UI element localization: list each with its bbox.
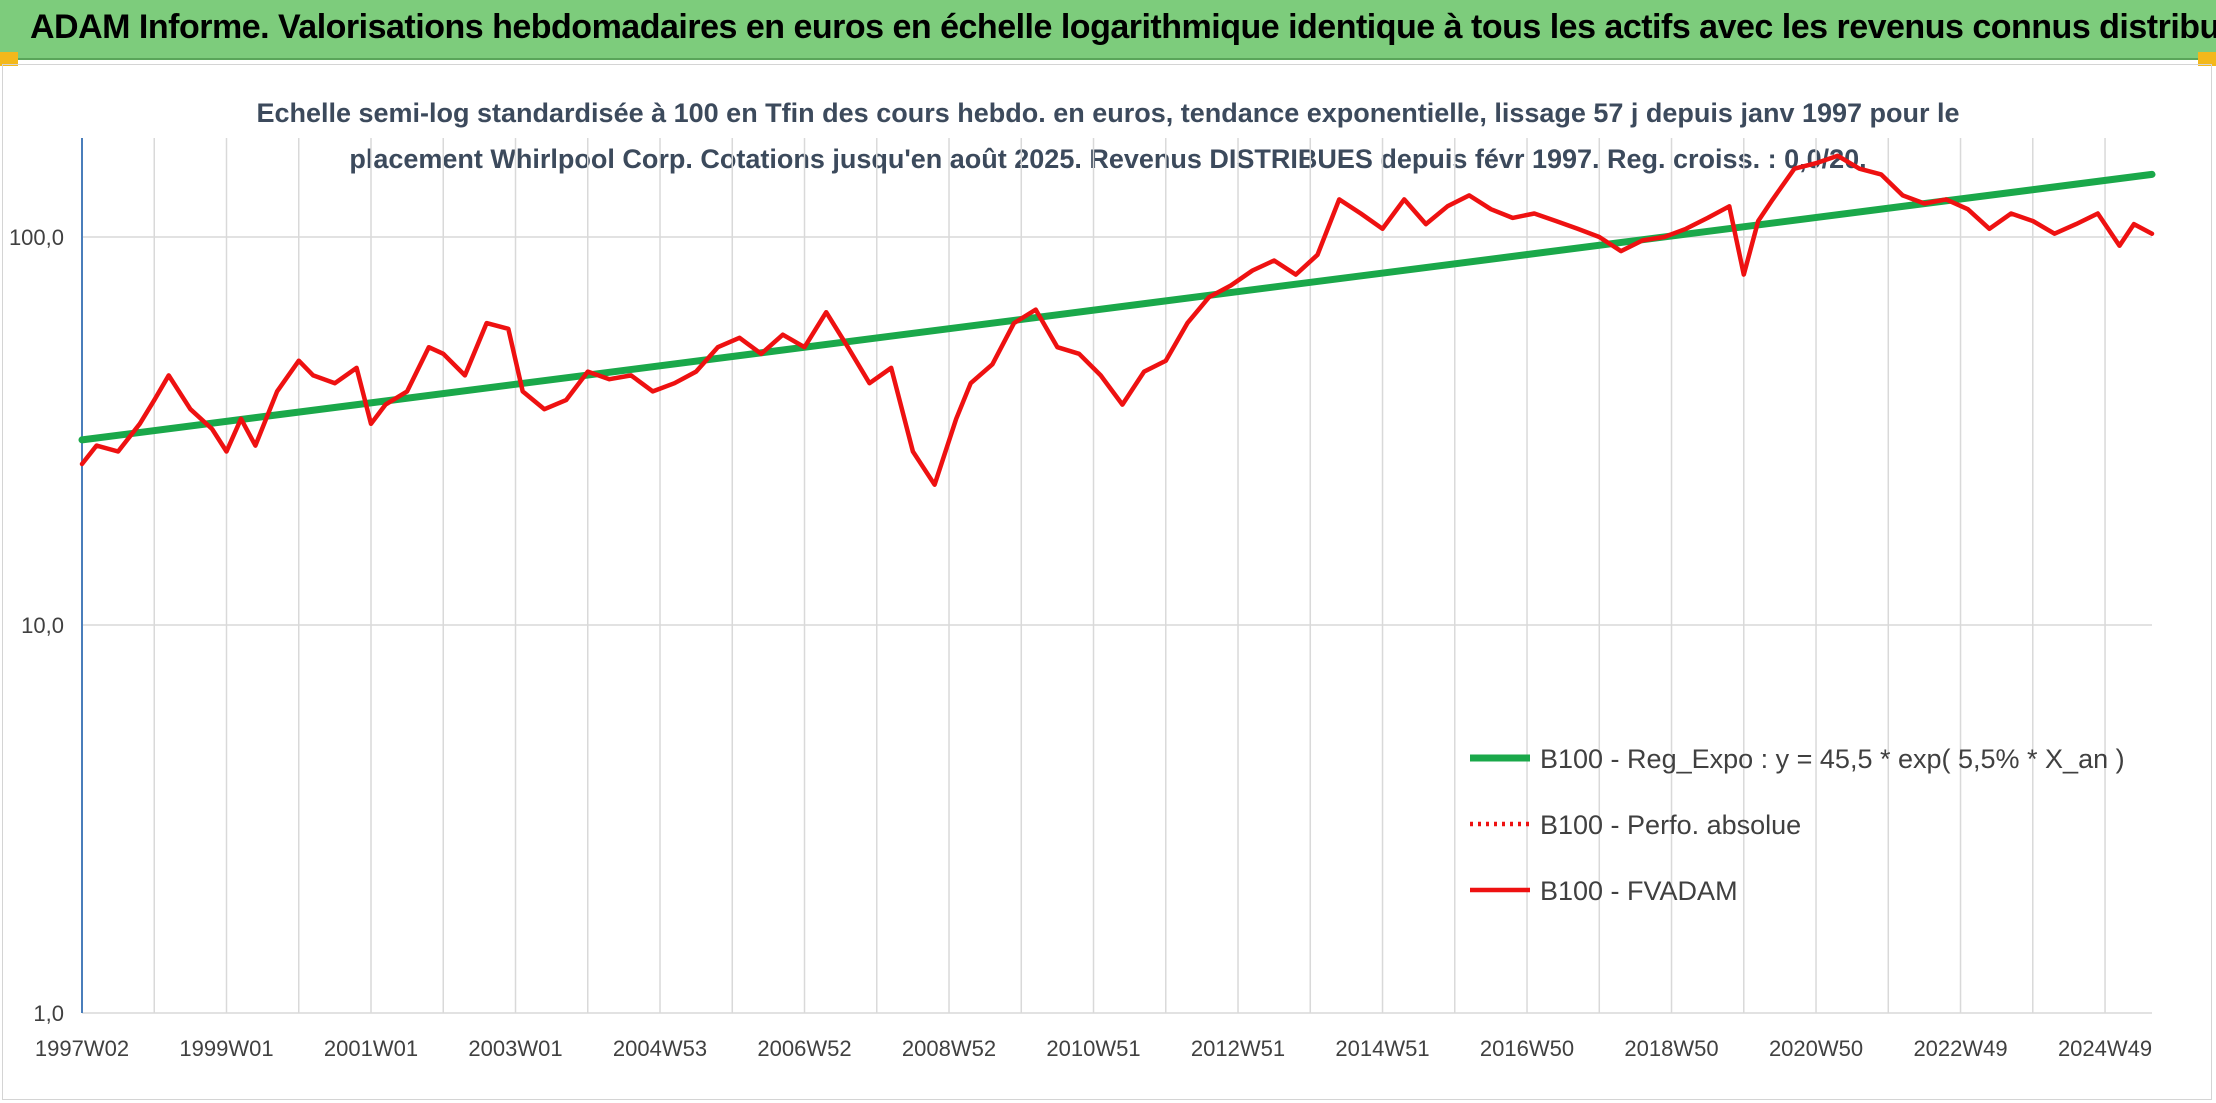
report-title: ADAM Informe. Valorisations hebdomadaire… [30, 8, 2216, 46]
x-tick-label: 1999W01 [179, 1036, 273, 1061]
axes: 1,0 10,0 100,0 1997W02 1999W01 2001W01 2003W01… [9, 138, 2152, 1061]
y-tick-label: 1,0 [33, 1001, 64, 1026]
series-line-0 [78, 170, 2156, 444]
x-tick-label: 2003W01 [468, 1036, 562, 1061]
x-tick-label: 2014W51 [1335, 1036, 1429, 1061]
x-tick-label: 2001W01 [324, 1036, 418, 1061]
x-tick-label: 2008W52 [902, 1036, 996, 1061]
x-tick-label: 2016W50 [1480, 1036, 1574, 1061]
legend: B100 - Reg_Expo : y = 45,5 * exp( 5,5% *… [1470, 744, 2125, 906]
x-tick-label: 2012W51 [1191, 1036, 1285, 1061]
chart-title-line1: Echelle semi-log standardisée à 100 en T… [256, 98, 1959, 128]
x-tick-label: 2018W50 [1624, 1036, 1718, 1061]
x-tick-label: 2020W50 [1769, 1036, 1863, 1061]
chart-title-line2: placement Whirlpool Corp. Cotations jusq… [349, 144, 1866, 174]
x-tick-label: 2022W49 [1913, 1036, 2007, 1061]
gridlines [81, 138, 2152, 1014]
header-bar: ADAM Informe. Valorisations hebdomadaire… [0, 0, 2216, 60]
x-tick-label: 1997W02 [35, 1036, 129, 1061]
series-line-2 [79, 153, 2155, 487]
x-tick-label: 2004W53 [613, 1036, 707, 1061]
corner-marker-left [0, 52, 18, 66]
x-tick-label: 2006W52 [757, 1036, 851, 1061]
corner-marker-right [2198, 52, 2216, 66]
x-tick-label: 2010W51 [1046, 1036, 1140, 1061]
legend-label-1: B100 - Perfo. absolue [1540, 810, 1801, 840]
y-tick-label: 10,0 [21, 613, 64, 638]
series-group [78, 153, 2156, 487]
x-tick-label: 2024W49 [2058, 1036, 2152, 1061]
legend-label-0: B100 - Reg_Expo : y = 45,5 * exp( 5,5% *… [1540, 744, 2125, 774]
chart-frame [2, 64, 2212, 1100]
legend-label-2: B100 - FVADAM [1540, 876, 1738, 906]
y-tick-label: 100,0 [9, 225, 64, 250]
